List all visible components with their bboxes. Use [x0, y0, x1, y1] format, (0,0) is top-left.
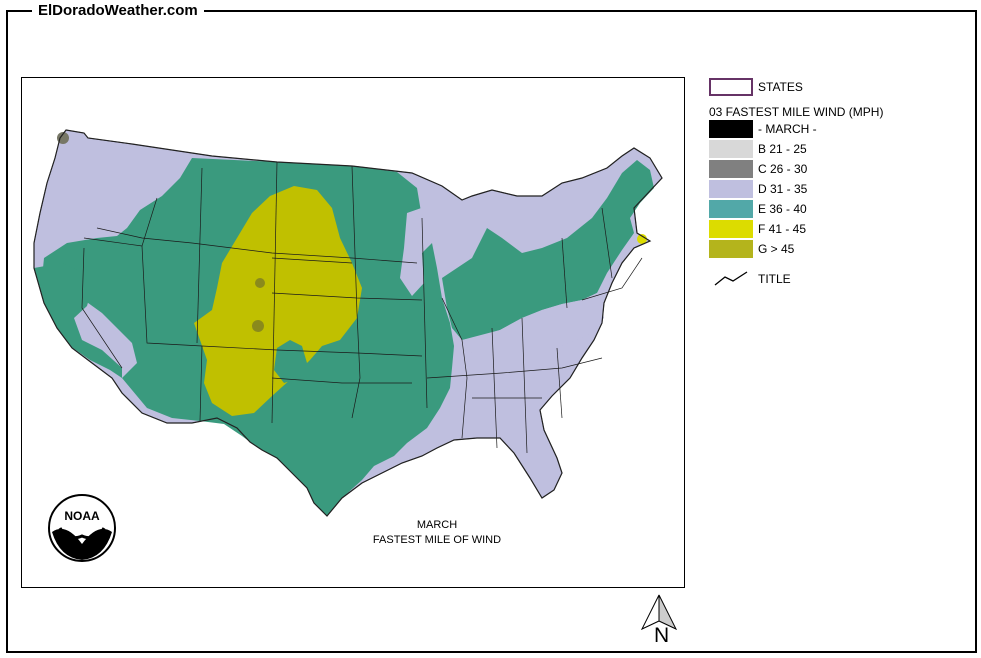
- legend-states-label: STATES: [758, 80, 803, 94]
- site-title: ElDoradoWeather.com: [32, 2, 204, 19]
- legend-swatch: [709, 140, 753, 158]
- map-caption-month: MARCH: [416, 519, 458, 531]
- legend-swatch: [709, 160, 753, 178]
- map-frame: MARCH FASTEST MILE OF WIND: [21, 77, 685, 588]
- map-spot-2: [255, 278, 265, 288]
- us-wind-map: [33, 129, 663, 517]
- map-spot-1: [252, 320, 264, 332]
- legend-swatch: [709, 120, 753, 138]
- map-zone-d-kentucky: [462, 293, 604, 358]
- legend-swatch: [709, 240, 753, 258]
- noaa-logo-text: NOAA: [64, 509, 100, 523]
- north-arrow-icon: [640, 594, 678, 631]
- map-caption: MARCH FASTEST MILE OF WIND: [357, 518, 517, 548]
- legend-title-icon: [714, 271, 748, 286]
- state-boundaries: [81, 161, 643, 454]
- legend-item-label: E 36 - 40: [758, 202, 807, 216]
- legend-item-label: F 41 - 45: [758, 222, 807, 236]
- legend-swatch: [709, 200, 753, 218]
- us-outline: [33, 129, 663, 517]
- legend-item-label: D 31 - 35: [758, 182, 808, 196]
- legend-item-label: G > 45: [758, 242, 795, 256]
- map-zone-g-plains: [194, 186, 362, 416]
- legend-item-label: - MARCH -: [758, 122, 817, 136]
- map-zone-e-midwest: [442, 160, 654, 340]
- legend-item-label: C 26 - 30: [758, 162, 808, 176]
- map-spot-3: [57, 132, 69, 144]
- legend-swatch: [709, 220, 753, 238]
- map-spot-4: [637, 234, 647, 244]
- legend-swatch: [709, 180, 753, 198]
- legend-heading: 03 FASTEST MILE WIND (MPH): [709, 105, 884, 119]
- legend-states-swatch: [709, 78, 753, 96]
- page-frame: [6, 10, 977, 653]
- noaa-logo: NOAA: [48, 494, 116, 562]
- map-zone-e-california: [34, 263, 122, 378]
- map-caption-title: FASTEST MILE OF WIND: [372, 534, 502, 546]
- legend-item-label: B 21 - 25: [758, 142, 807, 156]
- map-zone-d-lakes: [400, 206, 442, 296]
- legend-title-label: TITLE: [758, 272, 791, 286]
- north-letter: N: [654, 624, 670, 647]
